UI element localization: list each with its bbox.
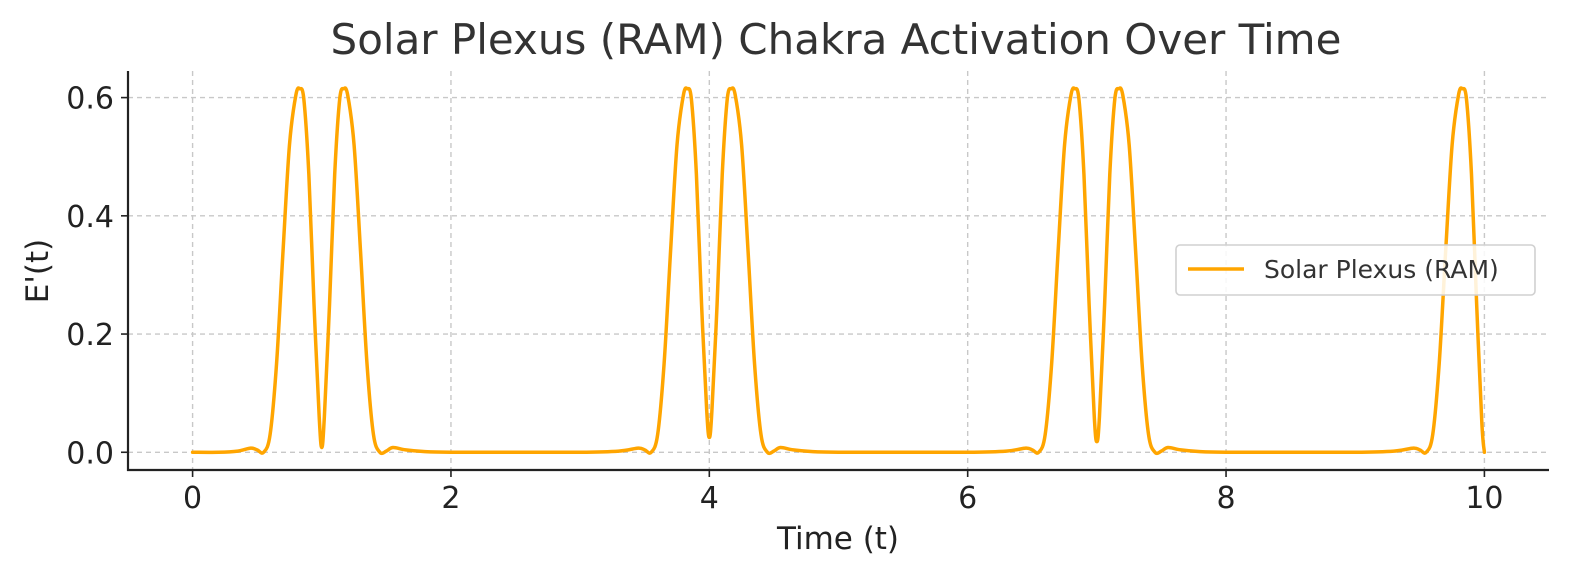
tick-labels: 0 2 4 6 8 10 0.0 0.2 0.4 0.6 [66, 82, 1503, 516]
x-tick-label: 4 [700, 481, 719, 516]
axes [126, 71, 1549, 472]
legend: Solar Plexus (RAM) [1175, 244, 1536, 296]
legend-box [1175, 244, 1536, 296]
x-axis-label: Time (t) [776, 521, 899, 557]
x-tick-label: 0 [183, 481, 202, 516]
x-tick-label: 10 [1465, 481, 1503, 516]
series-line [190, 86, 1487, 456]
x-tick-label: 6 [958, 481, 977, 516]
y-tick-label: 0.6 [66, 82, 114, 117]
y-tick-label: 0.2 [66, 318, 114, 353]
x-tick-label: 2 [441, 481, 460, 516]
series-layer [190, 86, 1487, 456]
y-axis-label: E'(t) [20, 239, 56, 303]
y-tick-label: 0.4 [66, 200, 114, 235]
chart-title: Solar Plexus (RAM) Chakra Activation Ove… [331, 15, 1342, 64]
x-tick-label: 8 [1216, 481, 1235, 516]
y-tick-label: 0.0 [66, 436, 114, 471]
legend-label: Solar Plexus (RAM) [1264, 255, 1499, 284]
